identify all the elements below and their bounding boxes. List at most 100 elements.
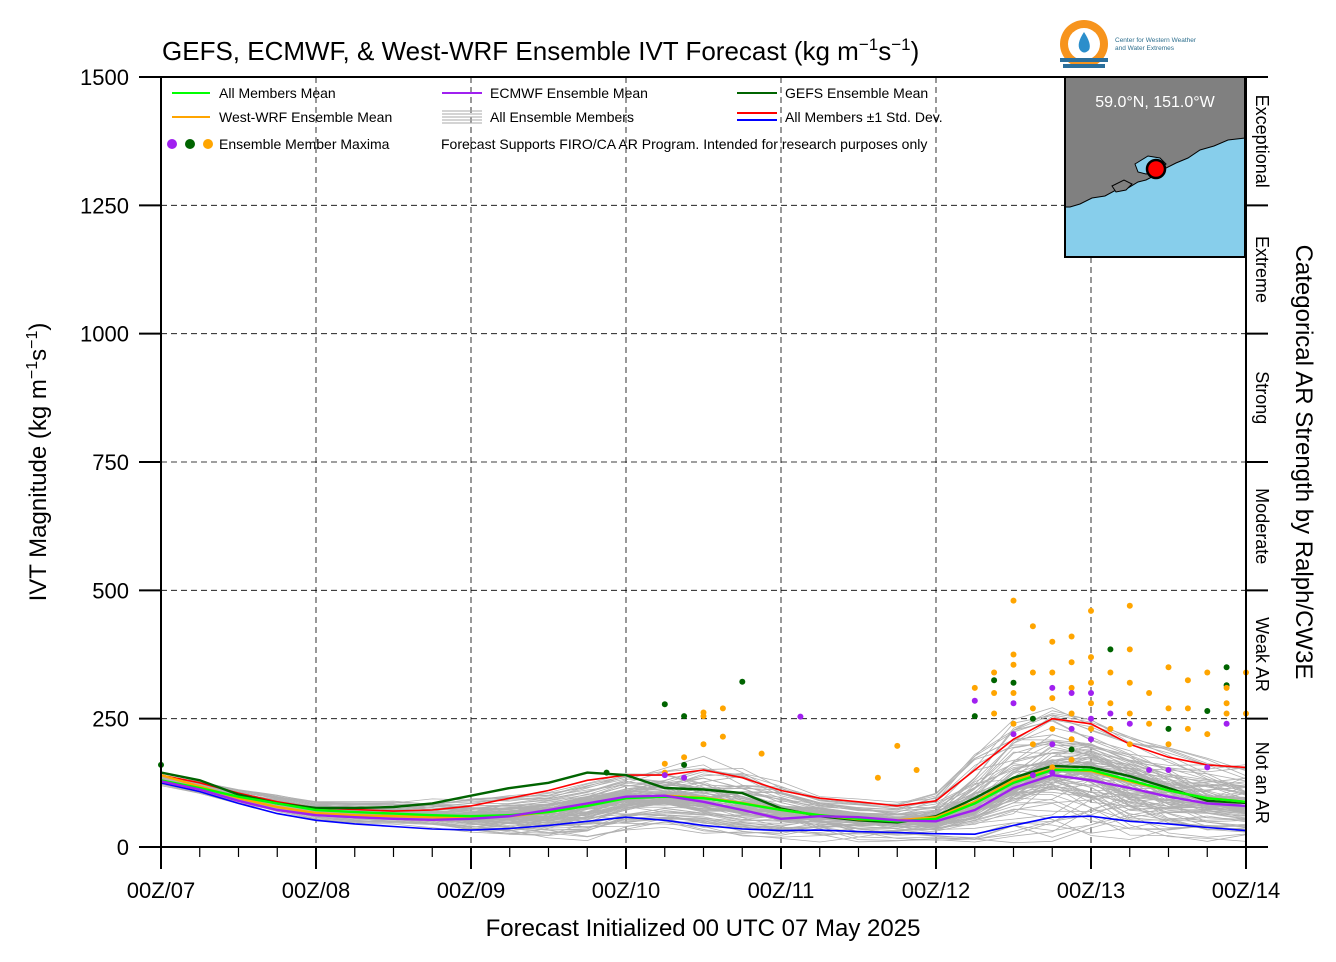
maxima-point — [1223, 720, 1230, 727]
inset-frame — [1064, 76, 1246, 258]
ensemble-member-line — [160, 773, 1247, 826]
maxima-point — [1107, 725, 1114, 732]
y-tick-label: 750 — [92, 450, 129, 475]
x-tick-label: 00Z/12 — [902, 878, 971, 903]
logo-line-1: Center for Western Weather — [1115, 37, 1197, 44]
maxima-point — [1049, 764, 1056, 771]
y-tick-label: 0 — [117, 835, 129, 860]
maxima-point — [1029, 623, 1036, 630]
maxima-point — [1146, 720, 1153, 727]
maxima-point — [1068, 690, 1075, 696]
ensemble-member-line — [160, 781, 1247, 844]
maxima-point — [1049, 695, 1056, 702]
legend-std-dev: All Members ±1 Std. Dev. — [785, 109, 943, 125]
inset-map: 59.0°N, 151.0°W — [1064, 76, 1246, 258]
maxima-point — [913, 767, 920, 773]
maxima-point — [1010, 720, 1017, 727]
maxima-point — [894, 742, 901, 749]
maxima-point — [1126, 602, 1133, 609]
x-tick-label: 00Z/09 — [437, 878, 506, 903]
maxima-point — [991, 710, 998, 717]
maxima-point — [1010, 731, 1017, 738]
maxima-point — [1049, 684, 1056, 691]
maxima-point — [991, 669, 998, 676]
legend-swatch-members — [442, 110, 482, 124]
maxima-point — [1223, 684, 1230, 691]
maxima-point — [719, 733, 726, 740]
maxima-point — [1088, 690, 1094, 696]
series-line-all-members-mean — [160, 768, 1247, 823]
maxima-point — [661, 772, 668, 779]
maxima-point — [1146, 767, 1153, 773]
maxima-point — [719, 705, 726, 712]
maxima-points — [158, 597, 1249, 781]
maxima-point — [1088, 715, 1094, 722]
legend: All Members Mean ECMWF Ensemble Mean GEF… — [167, 85, 943, 152]
maxima-point — [1088, 654, 1094, 661]
maxima-point — [1049, 741, 1056, 748]
maxima-point — [1184, 677, 1191, 684]
legend-note: Forecast Supports FIRO/CA AR Program. In… — [441, 136, 927, 152]
maxima-point — [1126, 741, 1133, 748]
maxima-point — [1107, 700, 1114, 707]
maxima-point — [1010, 597, 1017, 604]
maxima-point — [1068, 756, 1075, 763]
maxima-point — [1165, 725, 1172, 732]
maxima-point — [1184, 725, 1191, 732]
maxima-point — [1029, 705, 1036, 712]
chart-title-sup2: −1 — [891, 35, 910, 54]
maxima-point — [1223, 710, 1230, 717]
logo-wave-2 — [1063, 64, 1105, 68]
maxima-point — [1107, 669, 1114, 676]
y-tick-label: 500 — [92, 578, 129, 603]
maxima-point — [681, 761, 688, 768]
maxima-point — [1126, 679, 1133, 686]
maxima-point — [1204, 669, 1211, 676]
inset-location-marker-icon — [1145, 158, 1167, 180]
maxima-point — [1068, 659, 1075, 666]
maxima-point — [1029, 741, 1036, 748]
series-lines — [160, 717, 1247, 836]
maxima-point — [991, 677, 998, 684]
series-line-gefs-ensemble-mean — [160, 764, 1247, 824]
x-tick-label: 00Z/10 — [592, 878, 661, 903]
logo-wave-1 — [1060, 58, 1108, 62]
x-tick-label: 00Z/13 — [1057, 878, 1126, 903]
maxima-point — [1068, 746, 1075, 753]
maxima-point — [1068, 725, 1075, 732]
maxima-point — [1088, 700, 1094, 707]
maxima-point — [971, 684, 978, 691]
maxima-point — [991, 690, 998, 696]
x-axis-title: Forecast Initialized 00 UTC 07 May 2025 — [486, 915, 921, 942]
chart-title-mid: s — [878, 36, 891, 66]
ensemble-member-line — [160, 756, 1247, 819]
ensemble-member-line — [160, 781, 1247, 836]
cw3e-logo: Center for Western Weather and Water Ext… — [1060, 20, 1197, 68]
maxima-point — [1049, 769, 1056, 776]
legend-all-members-mean: All Members Mean — [219, 85, 336, 101]
y-axis-title-mid: s — [25, 349, 52, 361]
maxima-point — [797, 713, 804, 720]
maxima-point — [681, 754, 688, 761]
logo-line-2: and Water Extremes — [1115, 45, 1175, 52]
ensemble-member-line — [160, 780, 1247, 840]
legend-dot-purple — [167, 139, 177, 149]
y-axis-title-main: IVT Magnitude (kg m — [25, 379, 52, 601]
maxima-point — [1204, 764, 1211, 771]
maxima-point — [1126, 646, 1133, 653]
maxima-point — [971, 697, 978, 704]
category-label: Exceptional — [1252, 95, 1272, 188]
inset-location-label: 59.0°N, 151.0°W — [1095, 94, 1215, 111]
y-axis-title: IVT Magnitude (kg m−1s−1) — [24, 323, 52, 602]
maxima-point — [1068, 710, 1075, 717]
axes: 0 250 500 750 1000 1250 1500 Not an AR Weak AR Mo… — [80, 65, 1280, 903]
category-label: Not an AR — [1252, 742, 1272, 824]
maxima-point — [1165, 664, 1172, 671]
maxima-point — [1165, 741, 1172, 748]
maxima-point — [1010, 700, 1017, 707]
maxima-point — [1165, 705, 1172, 712]
maxima-point — [700, 741, 707, 748]
legend-ecmwf-mean: ECMWF Ensemble Mean — [490, 85, 648, 101]
legend-maxima: Ensemble Member Maxima — [219, 136, 390, 152]
